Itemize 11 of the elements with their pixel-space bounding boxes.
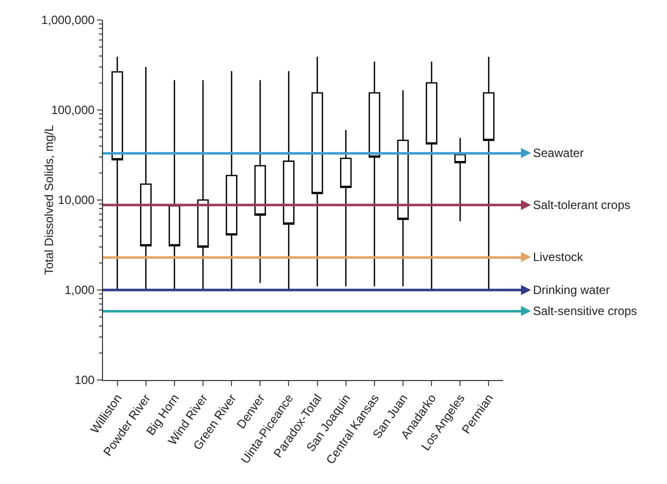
y-tick-label: 100,000	[51, 103, 95, 118]
ref-line-label: Salt-tolerant crops	[533, 198, 630, 212]
ref-line-label: Salt-sensitive crops	[533, 304, 638, 318]
ref-line-label: Livestock	[533, 250, 584, 264]
ref-line-label: Drinking water	[533, 283, 610, 297]
ref-line-label: Seawater	[533, 146, 584, 160]
y-tick-label: 1,000,000	[41, 13, 95, 28]
y-tick-label: 100	[74, 373, 95, 388]
y-tick-label: 1,000	[64, 283, 95, 298]
y-axis-title: Total Dissolved Solids, mg/L	[42, 124, 56, 276]
y-tick-label: 10,000	[58, 193, 95, 208]
